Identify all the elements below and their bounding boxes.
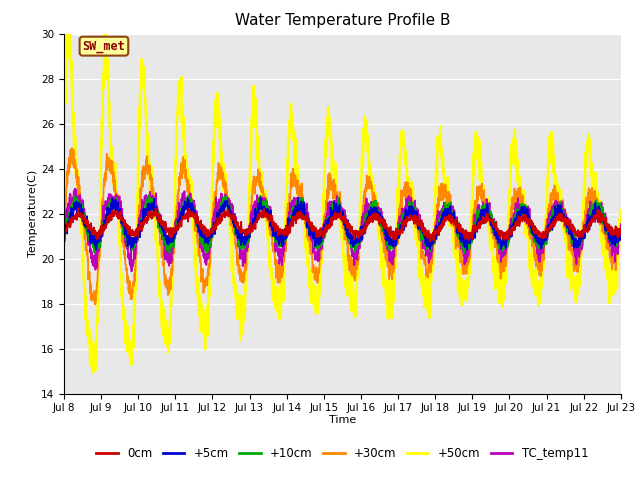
+10cm [60,236,68,241]
Legend: 0cm, +5cm, +10cm, +30cm, +50cm, TC_temp11: 0cm, +5cm, +10cm, +30cm, +50cm, TC_temp1… [92,443,593,465]
Y-axis label: Temperature(C): Temperature(C) [28,170,38,257]
0cm [584,229,591,235]
+5cm [294,195,301,201]
0cm [505,237,513,242]
+30cm [91,301,99,307]
TC_temp11 [584,217,591,223]
TC_temp11 [60,227,68,233]
TC_temp11 [371,206,379,212]
+30cm [505,240,513,246]
+30cm [359,206,367,212]
0cm [568,227,576,232]
+50cm [89,370,97,375]
0cm [60,233,68,239]
Line: TC_temp11: TC_temp11 [64,189,621,271]
+5cm [568,229,576,235]
+5cm [359,232,367,238]
+10cm [617,231,625,237]
+10cm [460,251,468,256]
TC_temp11 [568,227,576,233]
+5cm [505,235,513,241]
TC_temp11 [505,227,513,232]
0cm [426,239,433,244]
Line: +5cm: +5cm [64,198,621,250]
+30cm [617,224,625,229]
+50cm [505,219,513,225]
+50cm [60,137,68,143]
0cm [617,228,625,234]
Line: +50cm: +50cm [64,16,621,372]
+10cm [145,192,153,198]
+5cm [584,225,591,231]
+10cm [568,231,576,237]
+10cm [216,214,223,219]
+30cm [60,230,68,236]
X-axis label: Time: Time [329,415,356,425]
TC_temp11 [617,221,625,227]
+10cm [584,222,591,228]
+5cm [463,247,470,252]
TC_temp11 [71,186,79,192]
+50cm [568,265,576,271]
+30cm [371,208,379,214]
+30cm [568,250,576,255]
+30cm [68,145,76,151]
+5cm [216,212,223,217]
Line: +30cm: +30cm [64,148,621,304]
+10cm [371,207,379,213]
+10cm [505,233,513,239]
+50cm [359,161,367,167]
0cm [359,227,367,233]
TC_temp11 [216,205,223,211]
+5cm [371,205,379,211]
+5cm [60,233,68,239]
+50cm [64,13,72,19]
+10cm [359,230,367,236]
+50cm [216,135,223,141]
TC_temp11 [359,221,367,227]
+5cm [617,228,625,234]
0cm [74,205,82,211]
Line: +10cm: +10cm [64,195,621,253]
0cm [216,219,223,225]
+30cm [584,204,591,210]
0cm [371,210,379,216]
TC_temp11 [128,268,136,274]
+50cm [584,139,591,144]
Title: Water Temperature Profile B: Water Temperature Profile B [235,13,450,28]
Text: SW_met: SW_met [83,40,125,53]
Line: 0cm: 0cm [64,208,621,241]
+30cm [216,176,223,181]
+50cm [371,192,379,198]
+50cm [617,208,625,214]
